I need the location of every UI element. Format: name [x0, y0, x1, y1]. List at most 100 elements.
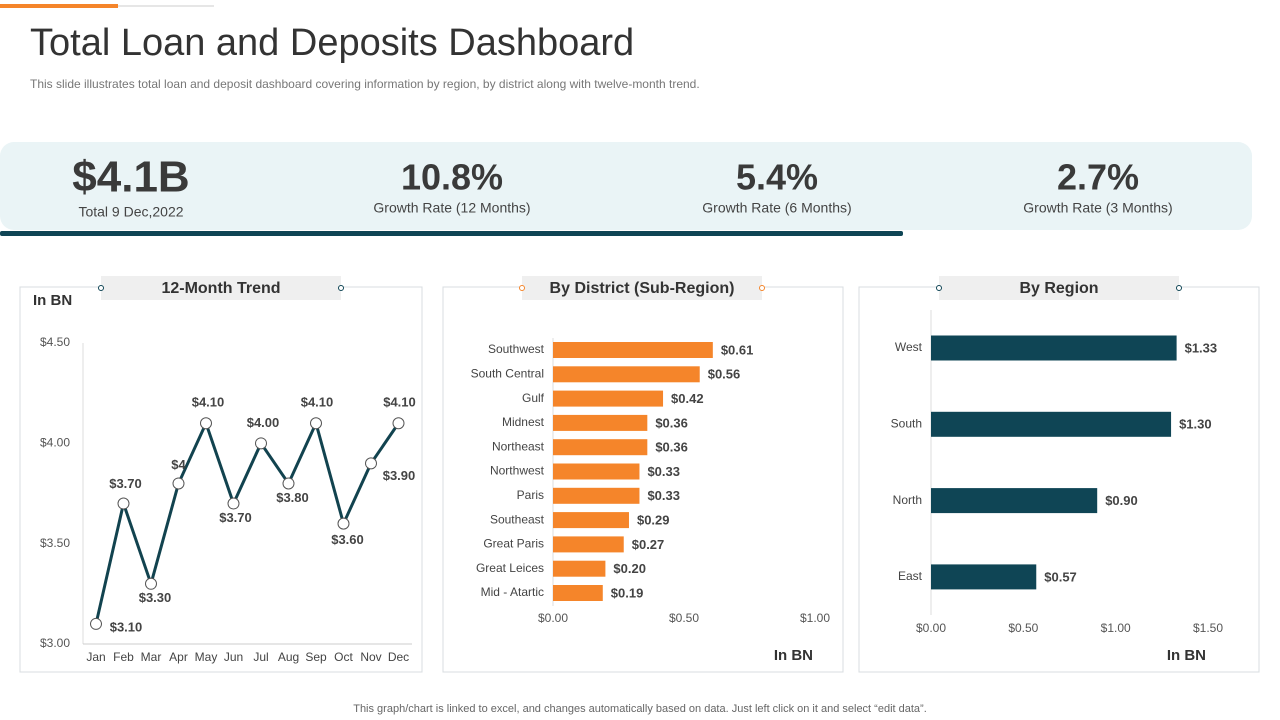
- badge-dot: [98, 285, 104, 291]
- x-tick-label: Feb: [113, 650, 134, 664]
- category-label: South: [891, 416, 922, 430]
- category-label: Northwest: [490, 464, 545, 478]
- data-label: $0.20: [613, 561, 646, 576]
- category-label: Great Leices: [476, 561, 544, 575]
- x-tick-label: $0.00: [916, 621, 946, 635]
- x-tick-label: $1.00: [800, 611, 830, 625]
- x-tick-label: May: [195, 650, 218, 664]
- x-tick-label: Oct: [334, 650, 353, 664]
- bar: [553, 342, 713, 358]
- kpi-label: Growth Rate (12 Months): [373, 200, 530, 216]
- data-label: $0.90: [1105, 493, 1138, 508]
- bar: [553, 414, 648, 431]
- data-label: $3.10: [110, 619, 143, 634]
- data-label: $3.70: [109, 476, 142, 491]
- x-tick-label: Jun: [224, 650, 243, 664]
- page-subtitle: This slide illustrates total loan and de…: [30, 77, 700, 91]
- data-label: $0.42: [671, 391, 704, 406]
- bar: [931, 411, 1172, 437]
- badge-dot: [759, 285, 765, 291]
- data-label: $0.27: [632, 537, 665, 552]
- bar: [553, 512, 629, 529]
- category-label: Mid - Atartic: [481, 585, 544, 599]
- badge-dot: [519, 285, 525, 291]
- category-label: South Central: [471, 366, 544, 380]
- y-tick-label: $3.50: [40, 536, 70, 550]
- kpi-value: $4.1B: [72, 153, 189, 202]
- bar: [553, 536, 624, 553]
- x-axis-label: In BN: [1167, 647, 1206, 664]
- y-axis-label: In BN: [33, 292, 72, 309]
- bar: [553, 585, 603, 601]
- bar: [553, 366, 700, 383]
- data-label: $3.60: [331, 532, 364, 547]
- bar: [553, 439, 648, 456]
- data-point: [145, 577, 157, 590]
- x-tick-label: Sep: [305, 650, 327, 664]
- kpi-label: Growth Rate (6 Months): [702, 200, 851, 216]
- data-label: $0.56: [708, 367, 741, 382]
- category-label: East: [898, 569, 923, 583]
- page-title: Total Loan and Deposits Dashboard: [30, 22, 634, 64]
- panel-title: By District (Sub-Region): [550, 280, 735, 297]
- data-label: $0.19: [611, 585, 644, 600]
- data-label: $3.90: [383, 468, 416, 483]
- x-tick-label: Nov: [360, 650, 381, 664]
- bar: [553, 487, 640, 504]
- kpi-value: 10.8%: [401, 157, 503, 198]
- category-label: Paris: [517, 488, 544, 502]
- trend-line: [94, 418, 400, 625]
- kpi-value: 5.4%: [736, 157, 818, 198]
- category-label: Southwest: [488, 342, 545, 356]
- data-label: $3.30: [139, 590, 172, 605]
- data-label: $4.00: [247, 415, 280, 430]
- data-point: [282, 477, 295, 490]
- x-tick-label: $0.50: [669, 611, 699, 625]
- badge-dot: [338, 285, 344, 291]
- data-point: [172, 477, 185, 490]
- bar: [553, 463, 640, 480]
- bar: [931, 335, 1177, 361]
- x-tick-label: Jan: [86, 650, 105, 664]
- badge-dot: [1176, 285, 1182, 291]
- kpi-value: 2.7%: [1057, 157, 1139, 198]
- data-label: $0.36: [655, 415, 688, 430]
- bar: [553, 560, 606, 577]
- data-label: $1.30: [1179, 417, 1212, 432]
- x-tick-label: $0.00: [538, 611, 568, 625]
- category-label: Southeast: [490, 512, 545, 526]
- category-label: Northeast: [492, 439, 545, 453]
- y-tick-label: $4.00: [40, 436, 70, 450]
- category-label: Gulf: [522, 391, 545, 405]
- panel-title: 12-Month Trend: [161, 280, 280, 297]
- kpi-band: [0, 142, 1252, 230]
- data-point: [227, 497, 240, 510]
- data-point: [365, 457, 377, 470]
- x-tick-label: $1.50: [1193, 621, 1223, 635]
- bar: [553, 390, 664, 407]
- x-tick-label: $1.00: [1101, 621, 1131, 635]
- data-point: [117, 497, 130, 510]
- data-label: $4: [171, 457, 186, 472]
- x-tick-label: Dec: [388, 650, 409, 664]
- kpi-progress: [0, 231, 903, 236]
- panel-title-badge: [939, 276, 1179, 300]
- x-tick-label: Apr: [169, 650, 188, 664]
- category-label: Midnest: [502, 415, 545, 429]
- data-point: [90, 617, 102, 630]
- data-label: $0.61: [721, 342, 754, 357]
- data-label: $4.10: [383, 395, 416, 410]
- bar: [931, 564, 1037, 590]
- data-label: $0.36: [655, 440, 688, 455]
- category-label: West: [895, 340, 923, 354]
- y-tick-label: $3.00: [40, 636, 70, 650]
- kpi-label: Total 9 Dec,2022: [78, 204, 183, 220]
- x-tick-label: $0.50: [1008, 621, 1038, 635]
- data-label: $0.33: [647, 464, 680, 479]
- x-axis-label: In BN: [774, 647, 813, 664]
- data-point: [337, 517, 350, 530]
- category-label: Great Paris: [483, 537, 544, 551]
- data-label: $0.29: [637, 513, 670, 528]
- x-tick-label: Mar: [141, 650, 162, 664]
